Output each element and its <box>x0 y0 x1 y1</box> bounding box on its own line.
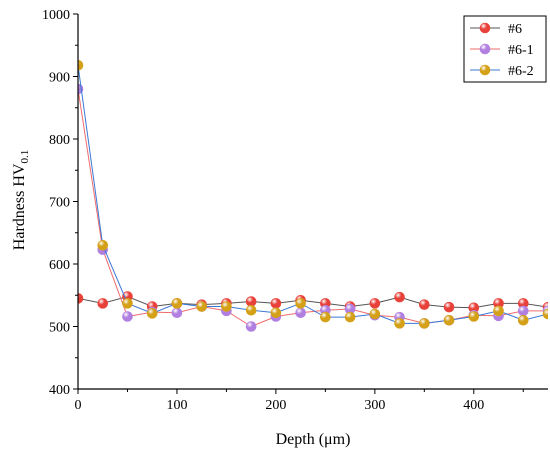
data-point <box>171 307 183 319</box>
data-point <box>419 299 430 310</box>
series-line <box>78 88 548 328</box>
data-point <box>196 301 207 312</box>
data-point <box>394 291 405 303</box>
legend-label: #6-2 <box>508 64 534 79</box>
data-point <box>493 305 504 317</box>
data-point <box>78 59 84 71</box>
data-point <box>270 307 282 319</box>
tick-labels: 400 500 600 700 800 900 1000 0 100 200 300 400 <box>42 8 484 413</box>
data-point <box>122 298 133 309</box>
data-point <box>146 308 158 319</box>
data-point <box>295 307 306 319</box>
y-tick-label: 400 <box>49 383 70 398</box>
legend-swatch-marker <box>479 64 491 76</box>
data-point <box>542 308 548 320</box>
series-line <box>78 65 548 324</box>
data-point <box>221 301 232 312</box>
y-tick-label: 800 <box>49 133 70 148</box>
data-point <box>468 311 480 322</box>
series-n6-2 <box>78 59 548 329</box>
x-tick-label: 200 <box>265 398 286 413</box>
legend: #6 #6-1 #6-2 <box>463 15 547 83</box>
data-point <box>270 298 282 309</box>
x-tick-label: 300 <box>364 398 385 413</box>
x-axis-title: Depth (μm) <box>276 431 351 448</box>
plot-area <box>78 59 548 332</box>
y-tick-label: 600 <box>49 258 70 273</box>
data-point <box>419 318 430 329</box>
x-tick-label: 100 <box>166 398 187 413</box>
data-point <box>295 298 306 309</box>
legend-swatch-marker <box>479 43 491 55</box>
y-axis-title-subscript: 0.1 <box>19 150 31 164</box>
data-point <box>245 321 257 332</box>
y-axis-title-main: Hardness HV <box>11 163 28 250</box>
data-point <box>443 314 455 326</box>
data-point <box>122 311 133 322</box>
data-point <box>517 314 529 326</box>
y-axis-title: Hardness HV0.1 <box>11 150 31 250</box>
legend-label: #6-1 <box>508 43 534 58</box>
data-point <box>369 298 381 309</box>
legend-swatch-marker <box>479 22 491 34</box>
data-point <box>443 301 455 313</box>
data-point <box>394 318 405 329</box>
y-tick-label: 700 <box>49 196 70 211</box>
data-point <box>78 293 84 304</box>
x-tick-label: 400 <box>463 398 484 413</box>
data-point <box>517 305 529 317</box>
data-point <box>97 298 109 309</box>
data-point <box>97 239 109 251</box>
series-n6-1 <box>78 83 548 332</box>
y-tick-label: 500 <box>49 321 70 336</box>
x-tick-label: 0 <box>75 398 82 413</box>
data-point <box>245 304 257 316</box>
data-point <box>171 298 183 309</box>
data-point <box>320 311 331 323</box>
data-point <box>344 311 356 323</box>
y-tick-label: 900 <box>49 71 70 86</box>
axes <box>73 13 548 394</box>
legend-label: #6 <box>508 22 522 37</box>
y-tick-label: 1000 <box>42 8 70 23</box>
data-point <box>369 308 381 320</box>
